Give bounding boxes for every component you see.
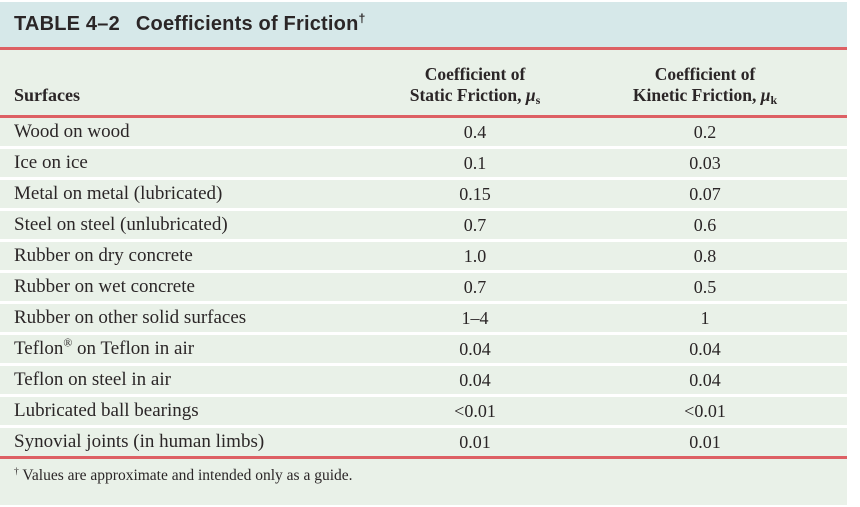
table-row: Rubber on other solid surfaces 1–4 1 [0,304,847,332]
mu-symbol: μ [525,85,536,105]
table-row: Rubber on dry concrete 1.0 0.8 [0,242,847,270]
surface-cell: Teflon® on Teflon in air [14,336,195,359]
static-friction-value: 0.1 [463,152,487,173]
static-friction-value: 0.04 [459,369,491,390]
kinetic-friction-value: <0.01 [684,400,726,421]
kinetic-friction-value: 0.01 [689,431,721,452]
static-friction-value: 0.7 [463,276,487,297]
title-dagger: † [358,11,366,26]
kinetic-friction-value: 0.6 [693,214,717,235]
bottom-rule [0,456,847,459]
table-row: Metal on metal (lubricated) 0.15 0.07 [0,180,847,208]
kinetic-friction-value: 0.07 [689,183,721,204]
table-number: TABLE 4–2 [14,13,120,35]
table-row: Wood on wood 0.4 0.2 [0,118,847,146]
surface-cell: Rubber on wet concrete [14,276,195,297]
header-surfaces: Surfaces [14,85,80,105]
kinetic-friction-value: 0.8 [693,245,717,266]
surface-cell: Rubber on dry concrete [14,245,193,266]
friction-table: TABLE 4–2 Coefficients of Friction† Surf… [0,2,847,505]
surface-cell: Synovial joints (in human limbs) [14,431,265,452]
surface-cell: Wood on wood [14,121,130,142]
table-rows: Wood on wood 0.4 0.2 Ice on ice 0.1 0.03… [0,118,847,456]
surface-cell: Ice on ice [14,152,88,173]
kinetic-friction-value: 0.03 [689,152,721,173]
table-row: Teflon on steel in air 0.04 0.04 [0,366,847,394]
header-static-friction: Coefficient of Static Friction, μs [409,64,541,107]
surface-cell: Metal on metal (lubricated) [14,183,223,204]
static-friction-value: 0.4 [463,121,487,142]
kinetic-friction-value: 0.2 [693,121,717,142]
static-friction-value: <0.01 [454,400,496,421]
static-friction-value: 0.7 [463,214,487,235]
header-kinetic-friction: Coefficient of Kinetic Friction, μk [632,64,778,107]
footnote-dagger: † [14,465,19,477]
kinetic-friction-value: 0.04 [689,338,721,359]
surface-cell: Steel on steel (unlubricated) [14,214,228,235]
table-row: Ice on ice 0.1 0.03 [0,149,847,177]
kinetic-friction-value: 0.04 [689,369,721,390]
mu-symbol: μ [760,85,771,105]
static-friction-value: 1.0 [463,245,487,266]
table-header-row: Surfaces Coefficient of Static Friction,… [0,50,847,115]
static-friction-value: 0.04 [459,338,491,359]
static-friction-value: 0.15 [459,183,491,204]
kinetic-friction-value: 0.5 [693,276,717,297]
top-rule [0,47,847,50]
surface-cell: Rubber on other solid surfaces [14,307,247,328]
table-footnote: † Values are approximate and intended on… [0,459,847,505]
table-row: Steel on steel (unlubricated) 0.7 0.6 [0,211,847,239]
table-row: Rubber on wet concrete 0.7 0.5 [0,273,847,301]
table-row: Teflon® on Teflon in air 0.04 0.04 [0,335,847,363]
table-title: Coefficients of Friction† [135,11,366,35]
table-row: Lubricated ball bearings <0.01 <0.01 [0,397,847,425]
registered-trademark-symbol: ® [63,336,73,350]
footnote-text: Values are approximate and intended only… [22,467,353,484]
static-friction-value: 0.01 [459,431,491,452]
header-rule [0,115,847,118]
kinetic-friction-value: 1 [700,307,710,328]
surface-cell: Lubricated ball bearings [14,400,199,421]
surface-cell: Teflon on steel in air [14,369,171,390]
table-title-band: TABLE 4–2 Coefficients of Friction† [0,2,847,47]
static-friction-value: 1–4 [461,307,489,328]
table-row: Synovial joints (in human limbs) 0.01 0.… [0,428,847,456]
